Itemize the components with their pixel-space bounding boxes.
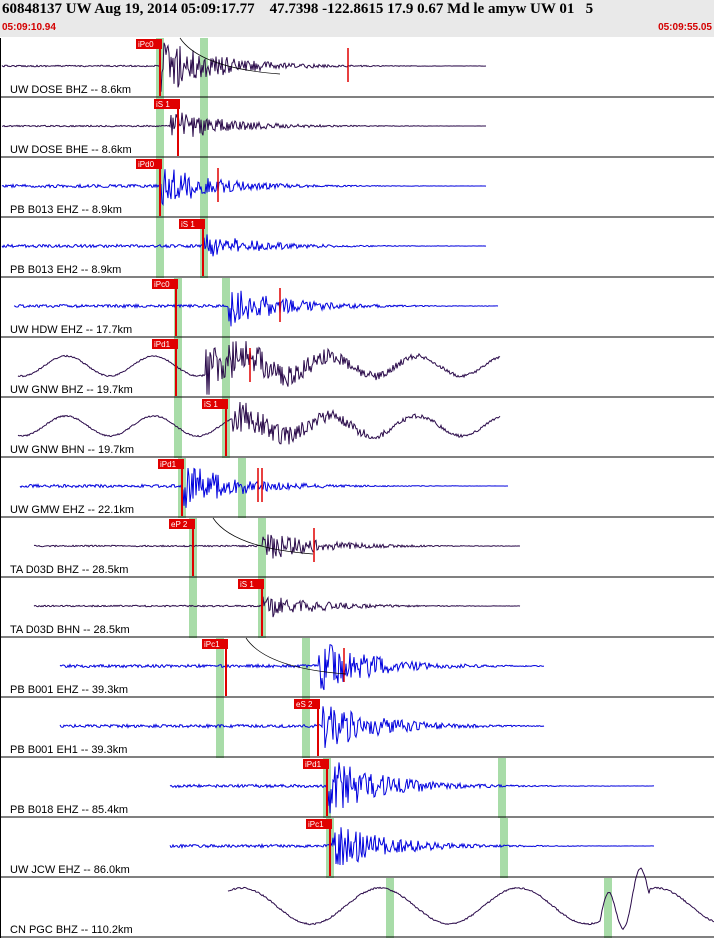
- phase-window: [156, 98, 164, 158]
- station-panel[interactable]: iPd1: [0, 758, 714, 818]
- station-label: TA D03D BHN -- 28.5km: [10, 624, 130, 636]
- waveform-trace: [1, 110, 486, 137]
- station-label: PB B013 EH2 -- 8.9km: [10, 264, 122, 276]
- phase-pick-label: iPc0: [138, 40, 154, 49]
- station-label: PB B018 EHZ -- 85.4km: [10, 804, 128, 816]
- travel-time-curve: [179, 37, 281, 75]
- station-panel[interactable]: iPc0: [0, 37, 714, 98]
- time-start: 05:09:10.94: [2, 22, 56, 33]
- phase-window: [200, 38, 208, 98]
- station-label: UW GMW EHZ -- 22.1km: [10, 504, 135, 516]
- station-label: UW JCW EHZ -- 86.0km: [10, 864, 130, 876]
- phase-pick-label: iPc0: [154, 280, 170, 289]
- phase-pick-tag[interactable]: [152, 339, 178, 349]
- phase-pick-tag[interactable]: [152, 279, 178, 289]
- event-header: 60848137 UW Aug 19, 2014 05:09:17.77 47.…: [0, 0, 714, 37]
- station-label: PB B013 EHZ -- 8.9km: [10, 204, 122, 216]
- phase-window: [174, 278, 182, 338]
- event-title: 60848137 UW Aug 19, 2014 05:09:17.77 47.…: [2, 1, 594, 17]
- phase-pick-tag[interactable]: [169, 519, 195, 529]
- waveform-trace: [19, 467, 508, 508]
- station-panel[interactable]: iPd1: [0, 338, 714, 398]
- phase-pick-label: iPc1: [308, 820, 324, 829]
- phase-window: [302, 698, 310, 758]
- phase-pick-label: iS 1: [181, 220, 195, 229]
- station-panel[interactable]: iS 1: [0, 398, 714, 458]
- phase-pick-label: iPd1: [160, 460, 177, 469]
- station-label: PB B001 EHZ -- 39.3km: [10, 684, 128, 696]
- phase-pick-tag[interactable]: [306, 819, 332, 829]
- phase-pick-label: iS 1: [204, 400, 218, 409]
- phase-window: [200, 158, 208, 218]
- phase-pick-label: iPd0: [138, 160, 155, 169]
- station-panel[interactable]: iS 1: [0, 98, 714, 158]
- station-label: UW DOSE BHE -- 8.6km: [10, 144, 132, 156]
- station-label: UW DOSE BHZ -- 8.6km: [10, 84, 132, 96]
- phase-pick-tag[interactable]: [158, 459, 184, 469]
- phase-pick-label: iS 1: [156, 100, 170, 109]
- phase-window: [500, 818, 508, 878]
- phase-pick-label: iPd1: [154, 340, 171, 349]
- station-panel[interactable]: iPc0: [0, 278, 714, 338]
- station-panel[interactable]: iPd1: [0, 458, 714, 518]
- station-label: UW GNW BHN -- 19.7km: [10, 444, 135, 456]
- phase-window: [258, 518, 266, 578]
- waveform-trace: [33, 596, 521, 618]
- waveform-trace: [169, 762, 654, 814]
- station-panel[interactable]: iS 1: [0, 578, 714, 638]
- station-label: UW HDW EHZ -- 17.7km: [10, 324, 133, 336]
- station-panel[interactable]: iS 1: [0, 218, 714, 278]
- phase-pick-label: iPc1: [204, 640, 220, 649]
- phase-pick-tag[interactable]: [154, 99, 180, 109]
- waveform-trace: [227, 867, 714, 931]
- waveform-trace: [169, 827, 654, 866]
- waveform-trace: [17, 341, 501, 395]
- waveform-trace: [1, 169, 487, 207]
- time-end: 05:09:55.05: [658, 22, 712, 33]
- phase-window: [302, 638, 310, 698]
- waveform-trace: [59, 644, 545, 691]
- station-panel[interactable]: iPc1: [0, 637, 714, 698]
- travel-time-curve: [245, 637, 347, 675]
- phase-window: [386, 878, 394, 938]
- station-label: TA D03D BHZ -- 28.5km: [10, 564, 129, 576]
- phase-pick-tag[interactable]: [202, 399, 228, 409]
- station-panel[interactable]: eS 2: [0, 698, 714, 758]
- waveform-trace: [1, 42, 487, 92]
- phase-window: [222, 278, 230, 338]
- phase-window: [189, 578, 197, 638]
- waveform-trace: [17, 401, 501, 445]
- phase-pick-label: iPd1: [305, 760, 322, 769]
- waveform-trace: [59, 706, 545, 748]
- phase-pick-tag[interactable]: [202, 639, 228, 649]
- waveform-trace: [33, 534, 520, 559]
- phase-window: [604, 878, 612, 938]
- travel-time-curve: [212, 517, 314, 555]
- station-panel[interactable]: iPd0: [0, 158, 714, 218]
- phase-pick-label: eS 2: [296, 700, 313, 709]
- phase-pick-label: eP 2: [171, 520, 188, 529]
- phase-pick-tag[interactable]: [303, 759, 329, 769]
- phase-window: [156, 218, 164, 278]
- phase-pick-tag[interactable]: [179, 219, 205, 229]
- station-panel[interactable]: eP 2: [0, 517, 714, 578]
- station-label: UW GNW BHZ -- 19.7km: [10, 384, 133, 396]
- station-panel[interactable]: iPc1: [0, 818, 714, 878]
- station-panel[interactable]: [0, 867, 714, 938]
- phase-window: [498, 758, 506, 818]
- station-label: PB B001 EH1 -- 39.3km: [10, 744, 128, 756]
- phase-window: [200, 98, 208, 158]
- phase-pick-tag[interactable]: [238, 579, 264, 589]
- phase-pick-tag[interactable]: [294, 699, 320, 709]
- phase-pick-tag[interactable]: [136, 39, 162, 49]
- waveform-trace: [1, 234, 487, 257]
- station-label: CN PGC BHZ -- 110.2km: [10, 924, 133, 936]
- phase-pick-tag[interactable]: [136, 159, 162, 169]
- phase-pick-label: iS 1: [240, 580, 254, 589]
- waveform-trace: [13, 290, 499, 327]
- phase-window: [216, 638, 224, 698]
